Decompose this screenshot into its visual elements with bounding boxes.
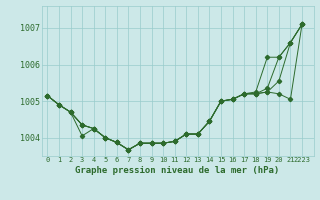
X-axis label: Graphe pression niveau de la mer (hPa): Graphe pression niveau de la mer (hPa) xyxy=(76,166,280,175)
